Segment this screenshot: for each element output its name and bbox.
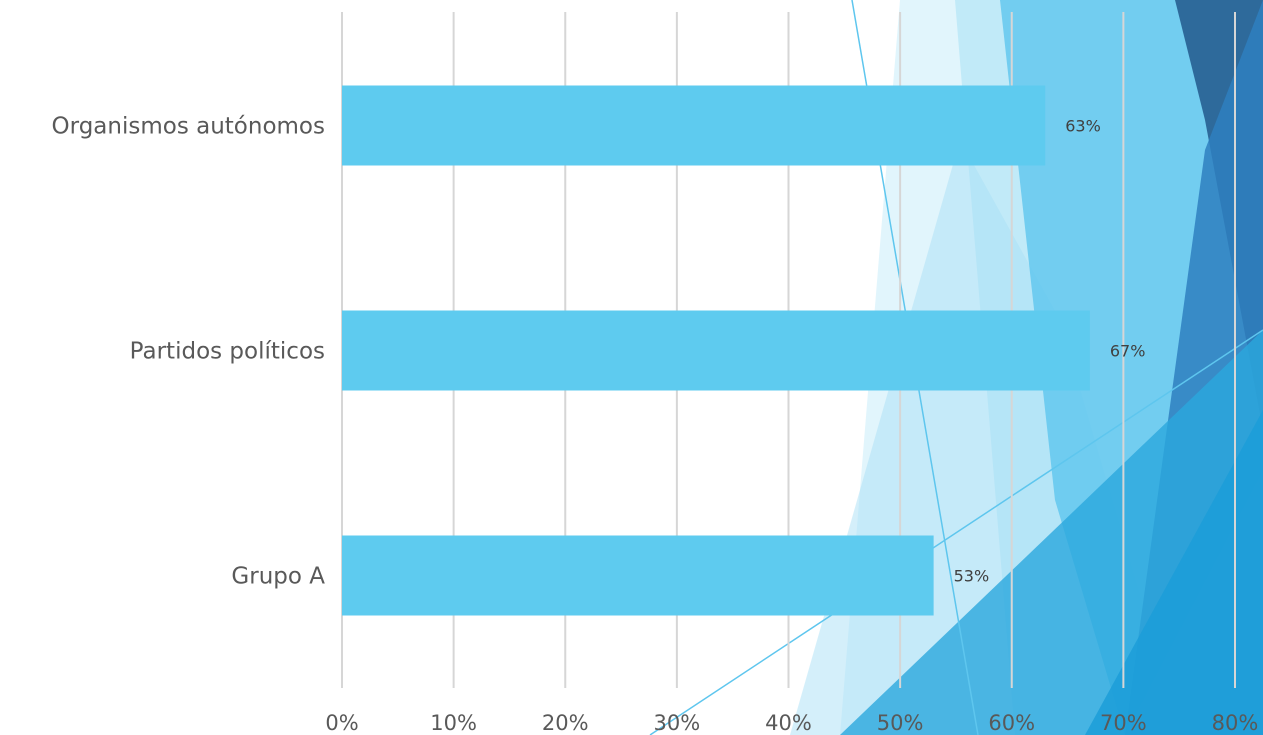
x-tick-label: 50%: [877, 711, 924, 735]
data-label: 53%: [954, 567, 990, 586]
bar: [342, 85, 1046, 166]
background-decoration: [649, 0, 1263, 735]
category-label: Organismos autónomos: [52, 114, 325, 140]
category-label: Grupo A: [231, 564, 325, 590]
data-label: 67%: [1110, 342, 1146, 361]
bar: [342, 535, 934, 616]
x-tick-label: 10%: [430, 711, 477, 735]
data-labels: 63% 67% 53%: [954, 117, 1146, 586]
category-label: Partidos políticos: [130, 339, 325, 365]
decoration-shape: [1085, 410, 1263, 735]
x-tick-label: 70%: [1100, 711, 1147, 735]
bar: [342, 310, 1090, 391]
category-labels: Organismos autónomos Partidos políticos Gr…: [52, 114, 326, 590]
x-tick-label: 40%: [765, 711, 812, 735]
data-label: 63%: [1065, 117, 1101, 136]
x-tick-label: 0%: [325, 711, 358, 735]
x-axis-ticks: 0% 10% 20% 30% 40% 50% 60% 70% 80%: [325, 711, 1258, 735]
decoration-line: [649, 329, 1263, 735]
bars: [342, 85, 1090, 616]
x-tick-label: 60%: [988, 711, 1035, 735]
x-tick-label: 20%: [542, 711, 589, 735]
x-tick-label: 30%: [654, 711, 701, 735]
x-tick-label: 80%: [1212, 711, 1259, 735]
